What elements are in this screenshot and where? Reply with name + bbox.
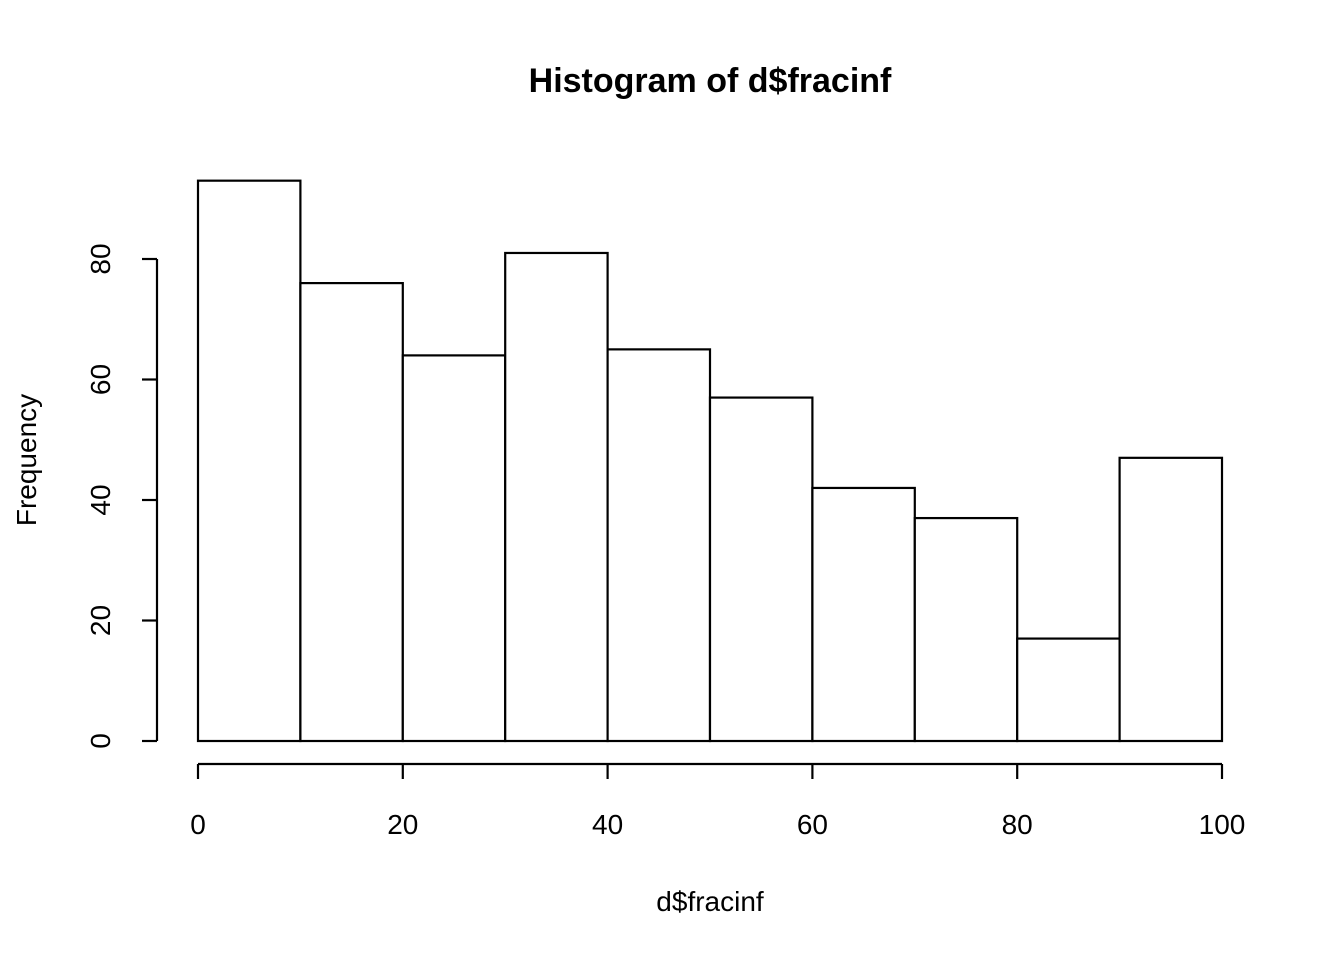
chart-title: Histogram of d$fracinf [529, 62, 892, 100]
histogram-bar-4 [606, 348, 712, 743]
y-tick-label: 60 [85, 364, 116, 395]
x-tick-label: 40 [592, 809, 623, 840]
histogram-bar-0 [196, 179, 302, 743]
histogram-bar-7 [913, 516, 1019, 743]
histogram-bar-6 [811, 486, 916, 743]
x-axis-label: d$fracinf [656, 886, 764, 917]
x-tick-label: 0 [190, 809, 206, 840]
histogram-bar-5 [708, 396, 814, 743]
x-tick-label: 20 [387, 809, 418, 840]
histogram-bar-8 [1016, 637, 1121, 743]
y-tick-label: 20 [85, 605, 116, 636]
x-tick-label: 100 [1199, 809, 1246, 840]
x-tick-label: 80 [1002, 809, 1033, 840]
y-tick-label: 40 [85, 484, 116, 515]
y-tick-label: 0 [85, 733, 116, 749]
y-axis: 0 20 40 60 80 [85, 243, 159, 749]
x-tick-label: 60 [797, 809, 828, 840]
y-tick-label: 80 [85, 243, 116, 274]
histogram-bar-1 [299, 282, 404, 743]
histogram-bar-3 [504, 251, 609, 743]
histogram-bar-9 [1118, 456, 1224, 743]
bars-group [196, 179, 1224, 743]
histogram-bar-2 [401, 354, 507, 743]
y-axis-label: Frequency [11, 394, 42, 526]
x-axis: 0 20 40 60 80 100 [190, 762, 1246, 840]
